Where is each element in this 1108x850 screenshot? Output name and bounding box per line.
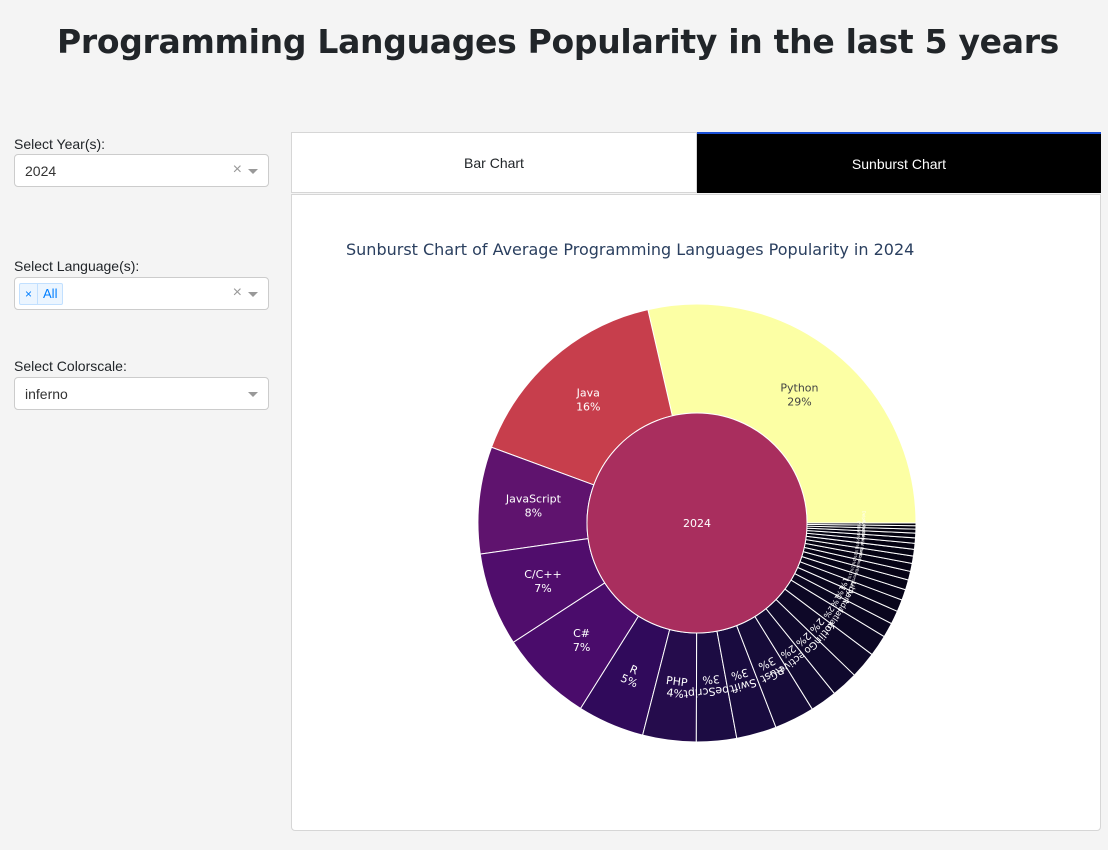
language-label: Select Language(s): (14, 258, 140, 274)
tab-bar-chart[interactable]: Bar Chart (291, 132, 697, 193)
sunburst-label: Delphi/Pascal0% (856, 511, 866, 538)
sunburst-label: Java 16% (576, 387, 601, 414)
language-chevron-down-icon[interactable] (248, 292, 258, 297)
colorscale-value: inferno (25, 386, 68, 402)
language-clear-icon[interactable]: × (232, 284, 242, 301)
chart-panel: Sunburst Chart of Average Programming La… (291, 194, 1101, 831)
chart-tabs: Bar Chart Sunburst Chart (291, 132, 1101, 193)
sunburst-label: Scala1% (852, 550, 864, 563)
sunburst-label: Haskell0% (856, 525, 867, 540)
sunburst-root-label: 2024 (683, 517, 711, 530)
colorscale-chevron-down-icon[interactable] (248, 392, 258, 397)
sunburst-label: Powershell1% (844, 565, 860, 589)
sunburst-label: C# 7% (573, 627, 590, 654)
sunburst-label: Abap1% (853, 545, 865, 557)
sunburst-label: Lua1% (851, 558, 863, 568)
sunburst-label: Visual Basic0% (853, 533, 866, 558)
year-label: Select Year(s): (14, 136, 106, 152)
year-clear-icon[interactable]: × (232, 161, 242, 178)
tab-sunburst-chart[interactable]: Sunburst Chart (697, 132, 1101, 193)
sunburst-label: Swift3% (724, 664, 757, 696)
sunburst-label: VBA1% (849, 564, 861, 575)
sunburst-label: Julia0% (855, 535, 866, 546)
colorscale-dropdown[interactable]: inferno (14, 377, 269, 410)
sunburst-root[interactable] (586, 412, 808, 634)
sunburst-label: JavaScript 8% (505, 493, 562, 520)
sunburst-label: PHP4% (664, 674, 689, 702)
sunburst-label: Perl0% (856, 525, 866, 533)
chart-title: Sunburst Chart of Average Programming La… (346, 240, 915, 259)
sunburst-label: Python 29% (780, 381, 818, 408)
year-chevron-down-icon[interactable] (248, 169, 258, 174)
sunburst-chart[interactable]: Python 29%Java 16%JavaScript 8%C/C++ 7%C# 7%R… (292, 195, 1100, 830)
colorscale-label: Select Colorscale: (14, 358, 127, 374)
language-chip: × All (19, 283, 64, 305)
year-value: 2024 (25, 163, 57, 179)
chip-remove-icon[interactable]: × (20, 284, 39, 304)
chip-label: All (43, 286, 58, 301)
year-dropdown[interactable]: 2024 × (14, 154, 269, 187)
language-dropdown[interactable]: × All × (14, 277, 269, 310)
sunburst-label: C/C++ 7% (524, 568, 562, 595)
sunburst-label: Cobol0% (856, 521, 866, 533)
sunburst-label: Groovy0% (855, 529, 866, 545)
page-title: Programming Languages Popularity in the … (56, 22, 1060, 61)
